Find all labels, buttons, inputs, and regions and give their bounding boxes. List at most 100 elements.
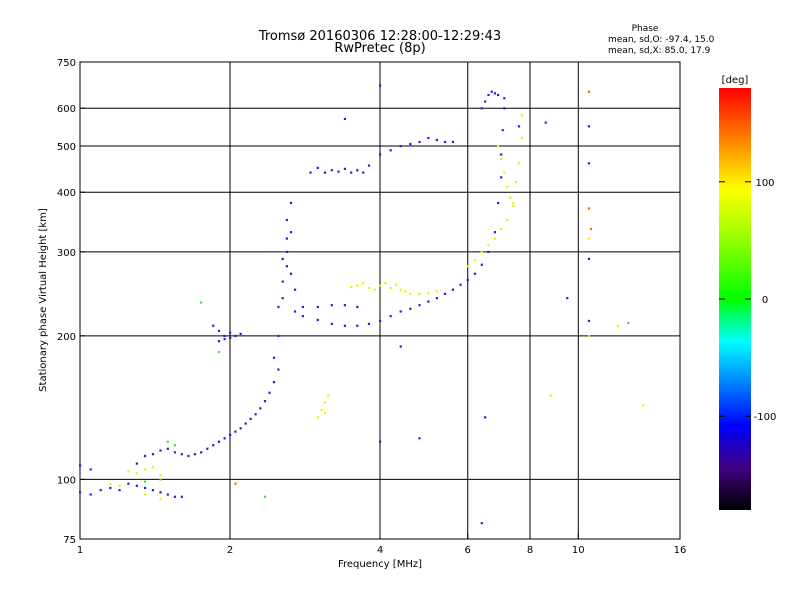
data-point	[330, 304, 333, 307]
data-point	[316, 318, 319, 322]
data-point	[520, 136, 523, 140]
data-point	[249, 417, 252, 420]
colorbar-label: [deg]	[722, 75, 749, 86]
data-point	[173, 451, 177, 454]
data-point	[517, 162, 521, 165]
data-point	[379, 440, 382, 443]
data-point	[466, 265, 469, 268]
chart-title: Tromsø 20160306 12:28:00-12:29:43	[258, 29, 501, 44]
data-point	[500, 176, 503, 179]
data-point	[394, 283, 397, 286]
data-point	[316, 305, 319, 309]
data-point	[493, 237, 497, 240]
data-point	[343, 324, 347, 327]
data-point	[293, 310, 297, 313]
data-point	[487, 250, 490, 254]
data-point	[459, 283, 462, 286]
data-point	[480, 263, 483, 266]
data-point	[616, 324, 619, 327]
data-point	[239, 332, 242, 335]
data-point	[173, 444, 177, 447]
data-point	[151, 453, 155, 456]
x-tick-label: 1	[77, 545, 83, 556]
y-tick-label: 100	[57, 475, 76, 486]
data-point	[323, 171, 327, 174]
data-point	[566, 297, 569, 300]
data-point	[509, 196, 512, 199]
data-point	[587, 334, 591, 338]
data-point	[500, 153, 503, 156]
data-point	[480, 522, 483, 525]
data-point	[143, 468, 147, 471]
data-point	[159, 449, 162, 452]
data-point	[500, 227, 503, 231]
phase-o-stats: mean, sd,O: -97.4, 15.0	[608, 35, 715, 45]
data-point	[362, 171, 365, 174]
data-point	[293, 288, 297, 291]
y-axis-label: Stationary phase Virtual Height [km]	[38, 208, 49, 392]
data-point	[506, 186, 509, 189]
data-point	[143, 454, 147, 458]
data-point	[587, 90, 591, 93]
data-point	[118, 484, 121, 487]
data-point	[443, 292, 447, 295]
data-point	[350, 171, 353, 174]
data-point	[451, 140, 455, 144]
data-point	[263, 495, 267, 498]
data-point	[143, 493, 147, 496]
data-point	[301, 305, 305, 309]
data-point	[435, 297, 438, 300]
data-point	[330, 322, 333, 325]
y-tick-label: 400	[57, 188, 76, 199]
data-point	[200, 451, 203, 454]
data-point	[587, 125, 591, 128]
colorbar-ticks: 100 0 -100	[719, 178, 776, 423]
data-point	[503, 107, 506, 110]
data-point	[234, 334, 237, 338]
data-point	[272, 356, 276, 359]
data-point	[239, 427, 242, 430]
data-point	[356, 169, 359, 172]
data-point	[589, 227, 593, 231]
data-point	[327, 394, 330, 397]
data-point	[512, 204, 515, 207]
data-point	[159, 491, 162, 494]
data-point	[473, 272, 477, 275]
data-point	[379, 319, 382, 323]
data-point	[506, 218, 509, 222]
data-point	[435, 138, 438, 142]
data-point	[193, 453, 197, 456]
data-point	[79, 491, 82, 494]
data-point	[587, 257, 591, 261]
data-point	[367, 286, 371, 290]
data-point	[277, 368, 280, 371]
data-point	[427, 291, 430, 295]
data-point	[373, 288, 376, 291]
data-point	[244, 422, 247, 425]
x-tick-label: 2	[227, 545, 233, 556]
grid-lines	[80, 62, 680, 539]
data-point	[484, 416, 487, 419]
y-tick-label: 75	[63, 535, 76, 546]
data-point	[281, 280, 284, 283]
data-point	[627, 321, 630, 324]
data-point	[500, 157, 503, 161]
data-point	[484, 100, 487, 103]
data-point	[180, 453, 183, 456]
data-point	[89, 468, 92, 471]
data-point	[496, 144, 500, 148]
data-point	[427, 300, 430, 303]
data-point	[234, 430, 237, 433]
data-point	[549, 394, 552, 397]
data-point	[466, 278, 469, 282]
data-point	[320, 408, 323, 411]
data-point	[166, 447, 169, 450]
data-point	[109, 486, 112, 490]
data-point	[217, 350, 221, 354]
colorbar-tick-label: 0	[762, 295, 768, 306]
data-points	[79, 84, 645, 525]
data-point	[409, 142, 412, 146]
data-point	[285, 237, 288, 240]
data-point	[487, 93, 490, 97]
